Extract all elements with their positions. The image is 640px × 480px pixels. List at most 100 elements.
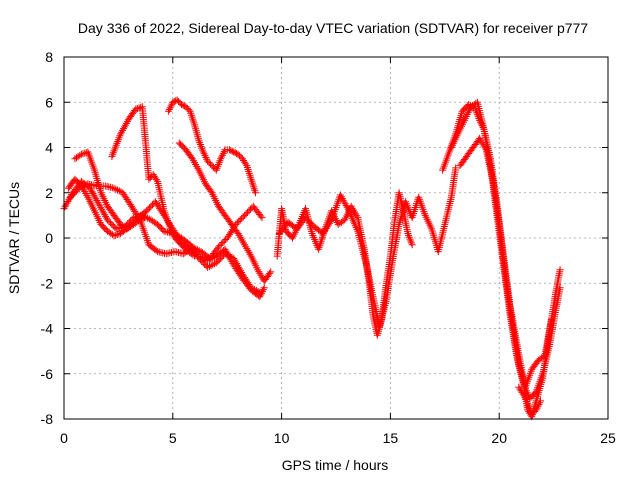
data-point	[243, 245, 251, 253]
data-points	[60, 96, 564, 421]
data-point	[190, 244, 198, 252]
data-point	[252, 287, 260, 294]
data-point	[353, 212, 361, 220]
data-point	[88, 188, 96, 196]
data-point	[307, 220, 315, 228]
data-point	[252, 189, 259, 197]
data-point	[166, 104, 174, 112]
data-point	[173, 96, 181, 104]
data-point	[556, 266, 564, 274]
data-point	[193, 162, 201, 170]
grid-lines	[64, 57, 608, 419]
data-point	[139, 214, 147, 222]
data-point	[108, 220, 116, 228]
data-series-track-8	[273, 189, 416, 339]
data-point	[164, 107, 172, 115]
data-point	[198, 257, 206, 265]
data-point	[258, 289, 266, 297]
data-point	[204, 263, 212, 271]
data-point	[113, 231, 121, 239]
data-series-track-13	[515, 383, 544, 418]
data-point	[233, 219, 241, 227]
data-point	[217, 240, 225, 248]
data-point	[235, 217, 243, 225]
data-point	[109, 222, 117, 230]
plot-frame	[63, 56, 609, 420]
data-point	[536, 399, 544, 407]
data-point	[220, 237, 228, 245]
data-point	[260, 284, 268, 292]
data-point	[69, 190, 77, 198]
data-point	[145, 175, 153, 183]
data-point	[225, 146, 233, 154]
data-point	[194, 253, 201, 261]
data-point	[199, 259, 207, 267]
data-point	[534, 402, 542, 410]
data-point	[236, 152, 243, 160]
data-point	[249, 285, 257, 293]
data-point	[219, 149, 227, 157]
data-point	[72, 187, 80, 195]
data-point	[235, 231, 243, 239]
data-point	[144, 205, 152, 213]
data-point	[556, 284, 564, 292]
data-point	[216, 242, 224, 249]
data-point	[188, 243, 196, 251]
data-point	[242, 210, 250, 218]
axis-ticks: 0 5 10 15 20 25 -8 -6 -4 -2 0 2 4 6 8	[41, 49, 616, 446]
data-point	[146, 204, 154, 212]
data-point	[251, 286, 259, 294]
data-series-track-6	[164, 96, 259, 197]
data-point	[135, 104, 143, 112]
data-series-track-12	[456, 134, 555, 391]
data-point	[175, 98, 183, 105]
x-tick-label: 20	[491, 430, 507, 446]
data-point	[537, 397, 544, 405]
data-point	[118, 128, 125, 136]
data-point	[207, 160, 214, 168]
data-point	[71, 189, 79, 197]
data-point	[75, 184, 83, 192]
data-point	[215, 256, 223, 264]
y-tick-label: -2	[41, 275, 54, 291]
data-point	[214, 257, 222, 265]
data-point	[519, 390, 527, 398]
y-tick-label: -6	[41, 366, 54, 382]
data-point	[257, 212, 265, 220]
data-point	[327, 218, 335, 226]
data-point	[112, 231, 120, 239]
data-point	[217, 254, 225, 262]
data-point	[77, 183, 85, 191]
data-point	[205, 263, 213, 270]
data-point	[405, 231, 412, 239]
data-point	[218, 253, 226, 261]
data-point	[67, 193, 74, 201]
data-point	[81, 182, 88, 189]
data-point	[202, 154, 210, 161]
data-point	[208, 162, 216, 170]
data-point	[227, 147, 235, 154]
data-point	[348, 214, 356, 222]
data-point	[255, 268, 263, 276]
y-tick-label: -8	[41, 411, 54, 427]
data-point	[306, 218, 314, 226]
data-point	[183, 104, 191, 112]
y-tick-label: 0	[45, 230, 53, 246]
data-point	[76, 151, 84, 159]
data-point	[452, 164, 460, 172]
data-point	[345, 207, 353, 215]
y-tick-label: -4	[41, 321, 54, 337]
data-point	[233, 260, 241, 268]
data-point	[112, 185, 120, 193]
data-point	[104, 216, 111, 224]
data-point	[242, 160, 250, 168]
data-point	[304, 217, 312, 225]
data-point	[228, 147, 236, 155]
data-point	[267, 268, 275, 276]
x-tick-label: 10	[274, 430, 290, 446]
data-point	[230, 148, 238, 156]
data-point	[105, 217, 113, 225]
x-tick-label: 5	[169, 430, 177, 446]
data-point	[535, 401, 543, 408]
